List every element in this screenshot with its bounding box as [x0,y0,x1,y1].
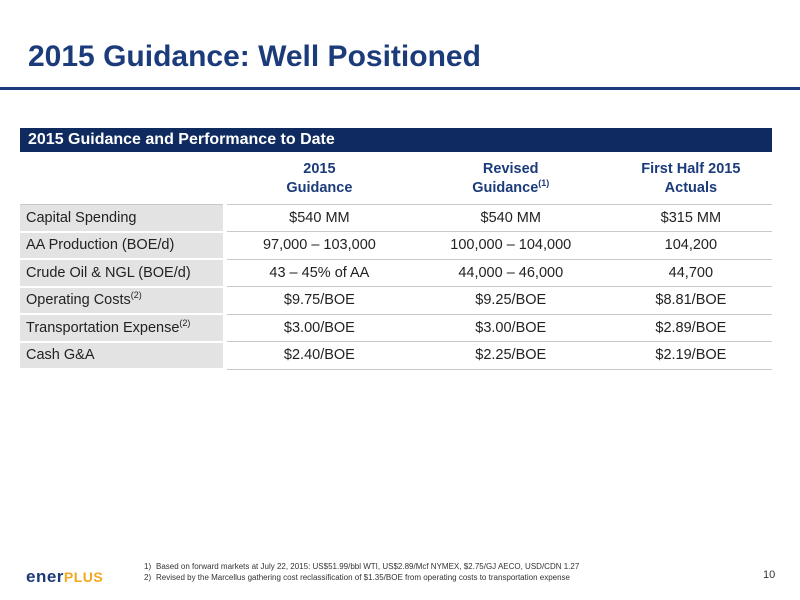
table-cell: 100,000 – 104,000 [411,231,610,260]
table-row: AA Production (BOE/d) 97,000 – 103,000 1… [20,231,772,260]
row-label: Cash G&A [20,341,223,370]
slide-title: 2015 Guidance: Well Positioned [28,40,481,73]
table-cell: $9.25/BOE [411,286,610,315]
row-label: Transportation Expense(2) [20,314,223,343]
table-row: Cash G&A $2.40/BOE $2.25/BOE $2.19/BOE [20,341,772,370]
table-cell: 44,700 [609,259,772,287]
guidance-table-panel: 2015 Guidance and Performance to Date 20… [20,128,772,370]
table-cell: 44,000 – 46,000 [411,259,610,287]
page-number: 10 [763,569,776,581]
column-header: First Half 2015 Actuals [609,152,772,205]
row-label: AA Production (BOE/d) [20,231,223,260]
header-empty-cell [20,152,223,205]
table-row: Transportation Expense(2) $3.00/BOE $3.0… [20,314,772,343]
table-cell: $8.81/BOE [609,286,772,315]
table-cell: $3.00/BOE [227,314,412,342]
column-header: 2015 Guidance [227,152,412,205]
row-label: Operating Costs(2) [20,286,223,315]
table-cell: $2.19/BOE [609,341,772,370]
table-cell: 97,000 – 103,000 [227,231,412,260]
column-header: Revised Guidance(1) [411,152,610,205]
table-cell: $2.40/BOE [227,341,412,370]
table-row: Operating Costs(2) $9.75/BOE $9.25/BOE $… [20,286,772,315]
table-row: Capital Spending $540 MM $540 MM $315 MM [20,204,772,233]
table-cell: $315 MM [609,204,772,232]
enerplus-logo: enerPLUS [26,567,104,586]
row-label: Capital Spending [20,204,223,233]
footnotes: 1) Based on forward markets at July 22, … [144,561,579,583]
title-divider [0,87,800,90]
table-row: Crude Oil & NGL (BOE/d) 43 – 45% of AA 4… [20,259,772,288]
table-cell: $2.89/BOE [609,314,772,342]
table-cell: $9.75/BOE [227,286,412,315]
table-header-row: 2015 Guidance Revised Guidance(1) First … [20,152,772,205]
guidance-table: 2015 Guidance Revised Guidance(1) First … [20,152,772,370]
table-cell: 104,200 [609,231,772,260]
footnote: 2) Revised by the Marcellus gathering co… [144,573,570,582]
table-cell: 43 – 45% of AA [227,259,412,287]
table-cell: $3.00/BOE [411,314,610,342]
row-label: Crude Oil & NGL (BOE/d) [20,259,223,288]
footnote: 1) Based on forward markets at July 22, … [144,562,580,571]
table-cell: $540 MM [411,204,610,232]
table-cell: $2.25/BOE [411,341,610,370]
table-cell: $540 MM [227,204,412,232]
table-title: 2015 Guidance and Performance to Date [20,128,772,152]
